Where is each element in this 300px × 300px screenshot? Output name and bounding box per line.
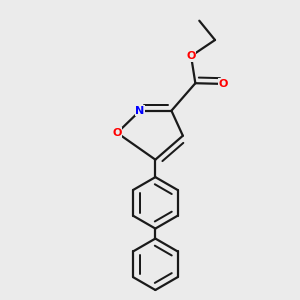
Text: O: O [112,128,122,138]
Text: O: O [218,79,228,89]
Text: O: O [186,51,196,61]
Text: N: N [135,106,145,116]
